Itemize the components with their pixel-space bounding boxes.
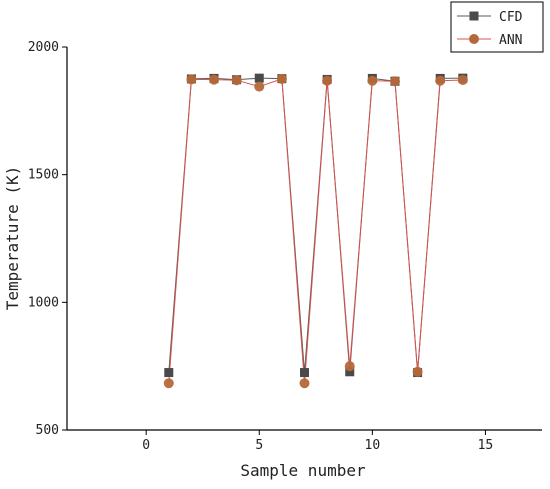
data-point-ann bbox=[276, 73, 287, 84]
data-point-ann bbox=[163, 378, 174, 389]
data-point-ann bbox=[389, 76, 400, 87]
data-point-ann bbox=[322, 75, 333, 86]
data-point-ann bbox=[435, 75, 446, 86]
x-axis-label: Sample number bbox=[240, 461, 366, 480]
data-point-cfd bbox=[300, 368, 309, 378]
y-tick-label: 1000 bbox=[28, 295, 59, 310]
data-point-ann bbox=[254, 81, 265, 92]
data-point-cfd bbox=[164, 368, 174, 378]
data-point-ann bbox=[209, 74, 220, 85]
y-axis-label: Temperature (K) bbox=[3, 166, 22, 311]
legend-label-ann: ANN bbox=[499, 33, 522, 48]
legend-label-cfd: CFD bbox=[499, 10, 523, 25]
data-point-ann bbox=[231, 75, 242, 86]
data-point-ann bbox=[412, 366, 423, 377]
data-point-ann bbox=[299, 378, 310, 389]
series-line-ann bbox=[168, 78, 463, 384]
data-point-ann bbox=[457, 74, 468, 85]
y-tick-label: 500 bbox=[36, 423, 59, 438]
legend-box bbox=[450, 1, 544, 53]
data-point-cfd bbox=[345, 367, 355, 377]
x-tick-label: 10 bbox=[365, 438, 381, 453]
legend-marker-cfd bbox=[469, 11, 479, 21]
data-point-ann bbox=[367, 75, 378, 86]
legend-marker-ann bbox=[469, 34, 479, 44]
data-point-cfd bbox=[254, 73, 264, 83]
data-point-ann bbox=[344, 361, 355, 372]
y-tick-label: 2000 bbox=[28, 40, 59, 55]
legend: CFD ANN bbox=[450, 1, 544, 53]
y-tick-label: 1500 bbox=[28, 168, 59, 183]
x-tick-label: 0 bbox=[142, 438, 150, 453]
x-tick-label: 15 bbox=[478, 438, 494, 453]
x-tick-label: 5 bbox=[255, 438, 263, 453]
data-point-ann bbox=[186, 74, 197, 85]
